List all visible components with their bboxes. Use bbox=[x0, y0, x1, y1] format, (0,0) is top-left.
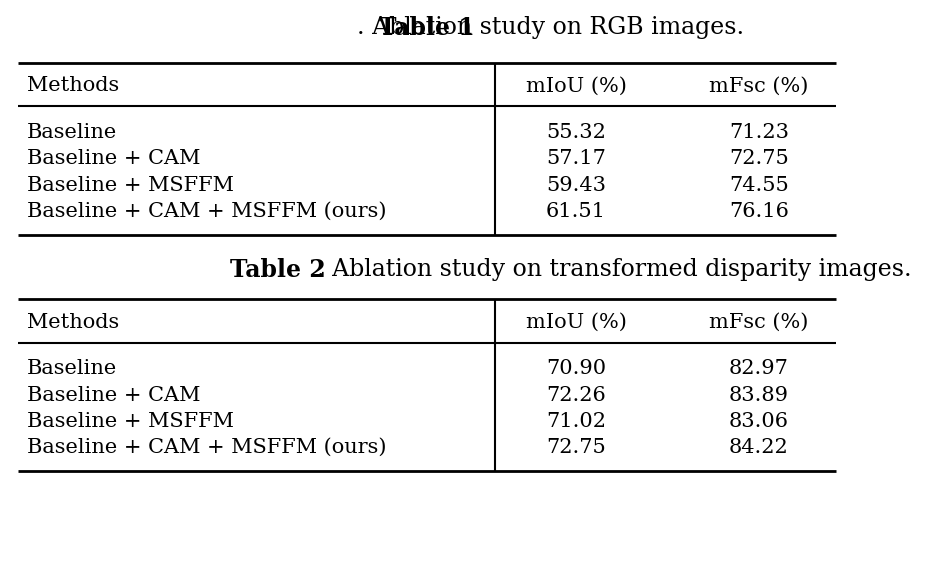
Text: 83.89: 83.89 bbox=[729, 386, 789, 404]
Text: Methods: Methods bbox=[26, 76, 119, 96]
Text: . Ablation study on transformed disparity images.: . Ablation study on transformed disparit… bbox=[317, 258, 912, 281]
Text: mFsc (%): mFsc (%) bbox=[710, 76, 809, 96]
Text: 72.75: 72.75 bbox=[729, 149, 789, 168]
Text: Baseline + MSFFM: Baseline + MSFFM bbox=[26, 176, 234, 195]
Text: mIoU (%): mIoU (%) bbox=[526, 313, 626, 332]
Text: 71.23: 71.23 bbox=[729, 123, 789, 142]
Text: 84.22: 84.22 bbox=[729, 438, 789, 457]
Text: Baseline + CAM + MSFFM (ours): Baseline + CAM + MSFFM (ours) bbox=[26, 438, 386, 457]
Text: . Ablation study on RGB images.: . Ablation study on RGB images. bbox=[357, 16, 744, 39]
Text: 61.51: 61.51 bbox=[546, 202, 606, 221]
Text: Methods: Methods bbox=[26, 313, 119, 332]
Text: Table 2: Table 2 bbox=[230, 258, 326, 282]
Text: 72.75: 72.75 bbox=[546, 438, 605, 457]
Text: 70.90: 70.90 bbox=[546, 359, 606, 379]
Text: 82.97: 82.97 bbox=[729, 359, 789, 379]
Text: 71.02: 71.02 bbox=[546, 412, 606, 431]
Text: 76.16: 76.16 bbox=[729, 202, 789, 221]
Text: 72.26: 72.26 bbox=[546, 386, 605, 404]
Text: Baseline + MSFFM: Baseline + MSFFM bbox=[26, 412, 234, 431]
Text: Baseline: Baseline bbox=[26, 359, 117, 379]
Text: Table 1: Table 1 bbox=[379, 16, 475, 40]
Text: mFsc (%): mFsc (%) bbox=[710, 313, 809, 332]
Text: 59.43: 59.43 bbox=[546, 176, 606, 195]
Text: 55.32: 55.32 bbox=[546, 123, 605, 142]
Text: Baseline + CAM + MSFFM (ours): Baseline + CAM + MSFFM (ours) bbox=[26, 202, 386, 221]
Text: 57.17: 57.17 bbox=[546, 149, 605, 168]
Text: Baseline + CAM: Baseline + CAM bbox=[26, 386, 201, 404]
Text: Baseline: Baseline bbox=[26, 123, 117, 142]
Text: Baseline + CAM: Baseline + CAM bbox=[26, 149, 201, 168]
Text: 74.55: 74.55 bbox=[729, 176, 789, 195]
Text: mIoU (%): mIoU (%) bbox=[526, 76, 626, 96]
Text: 83.06: 83.06 bbox=[729, 412, 789, 431]
